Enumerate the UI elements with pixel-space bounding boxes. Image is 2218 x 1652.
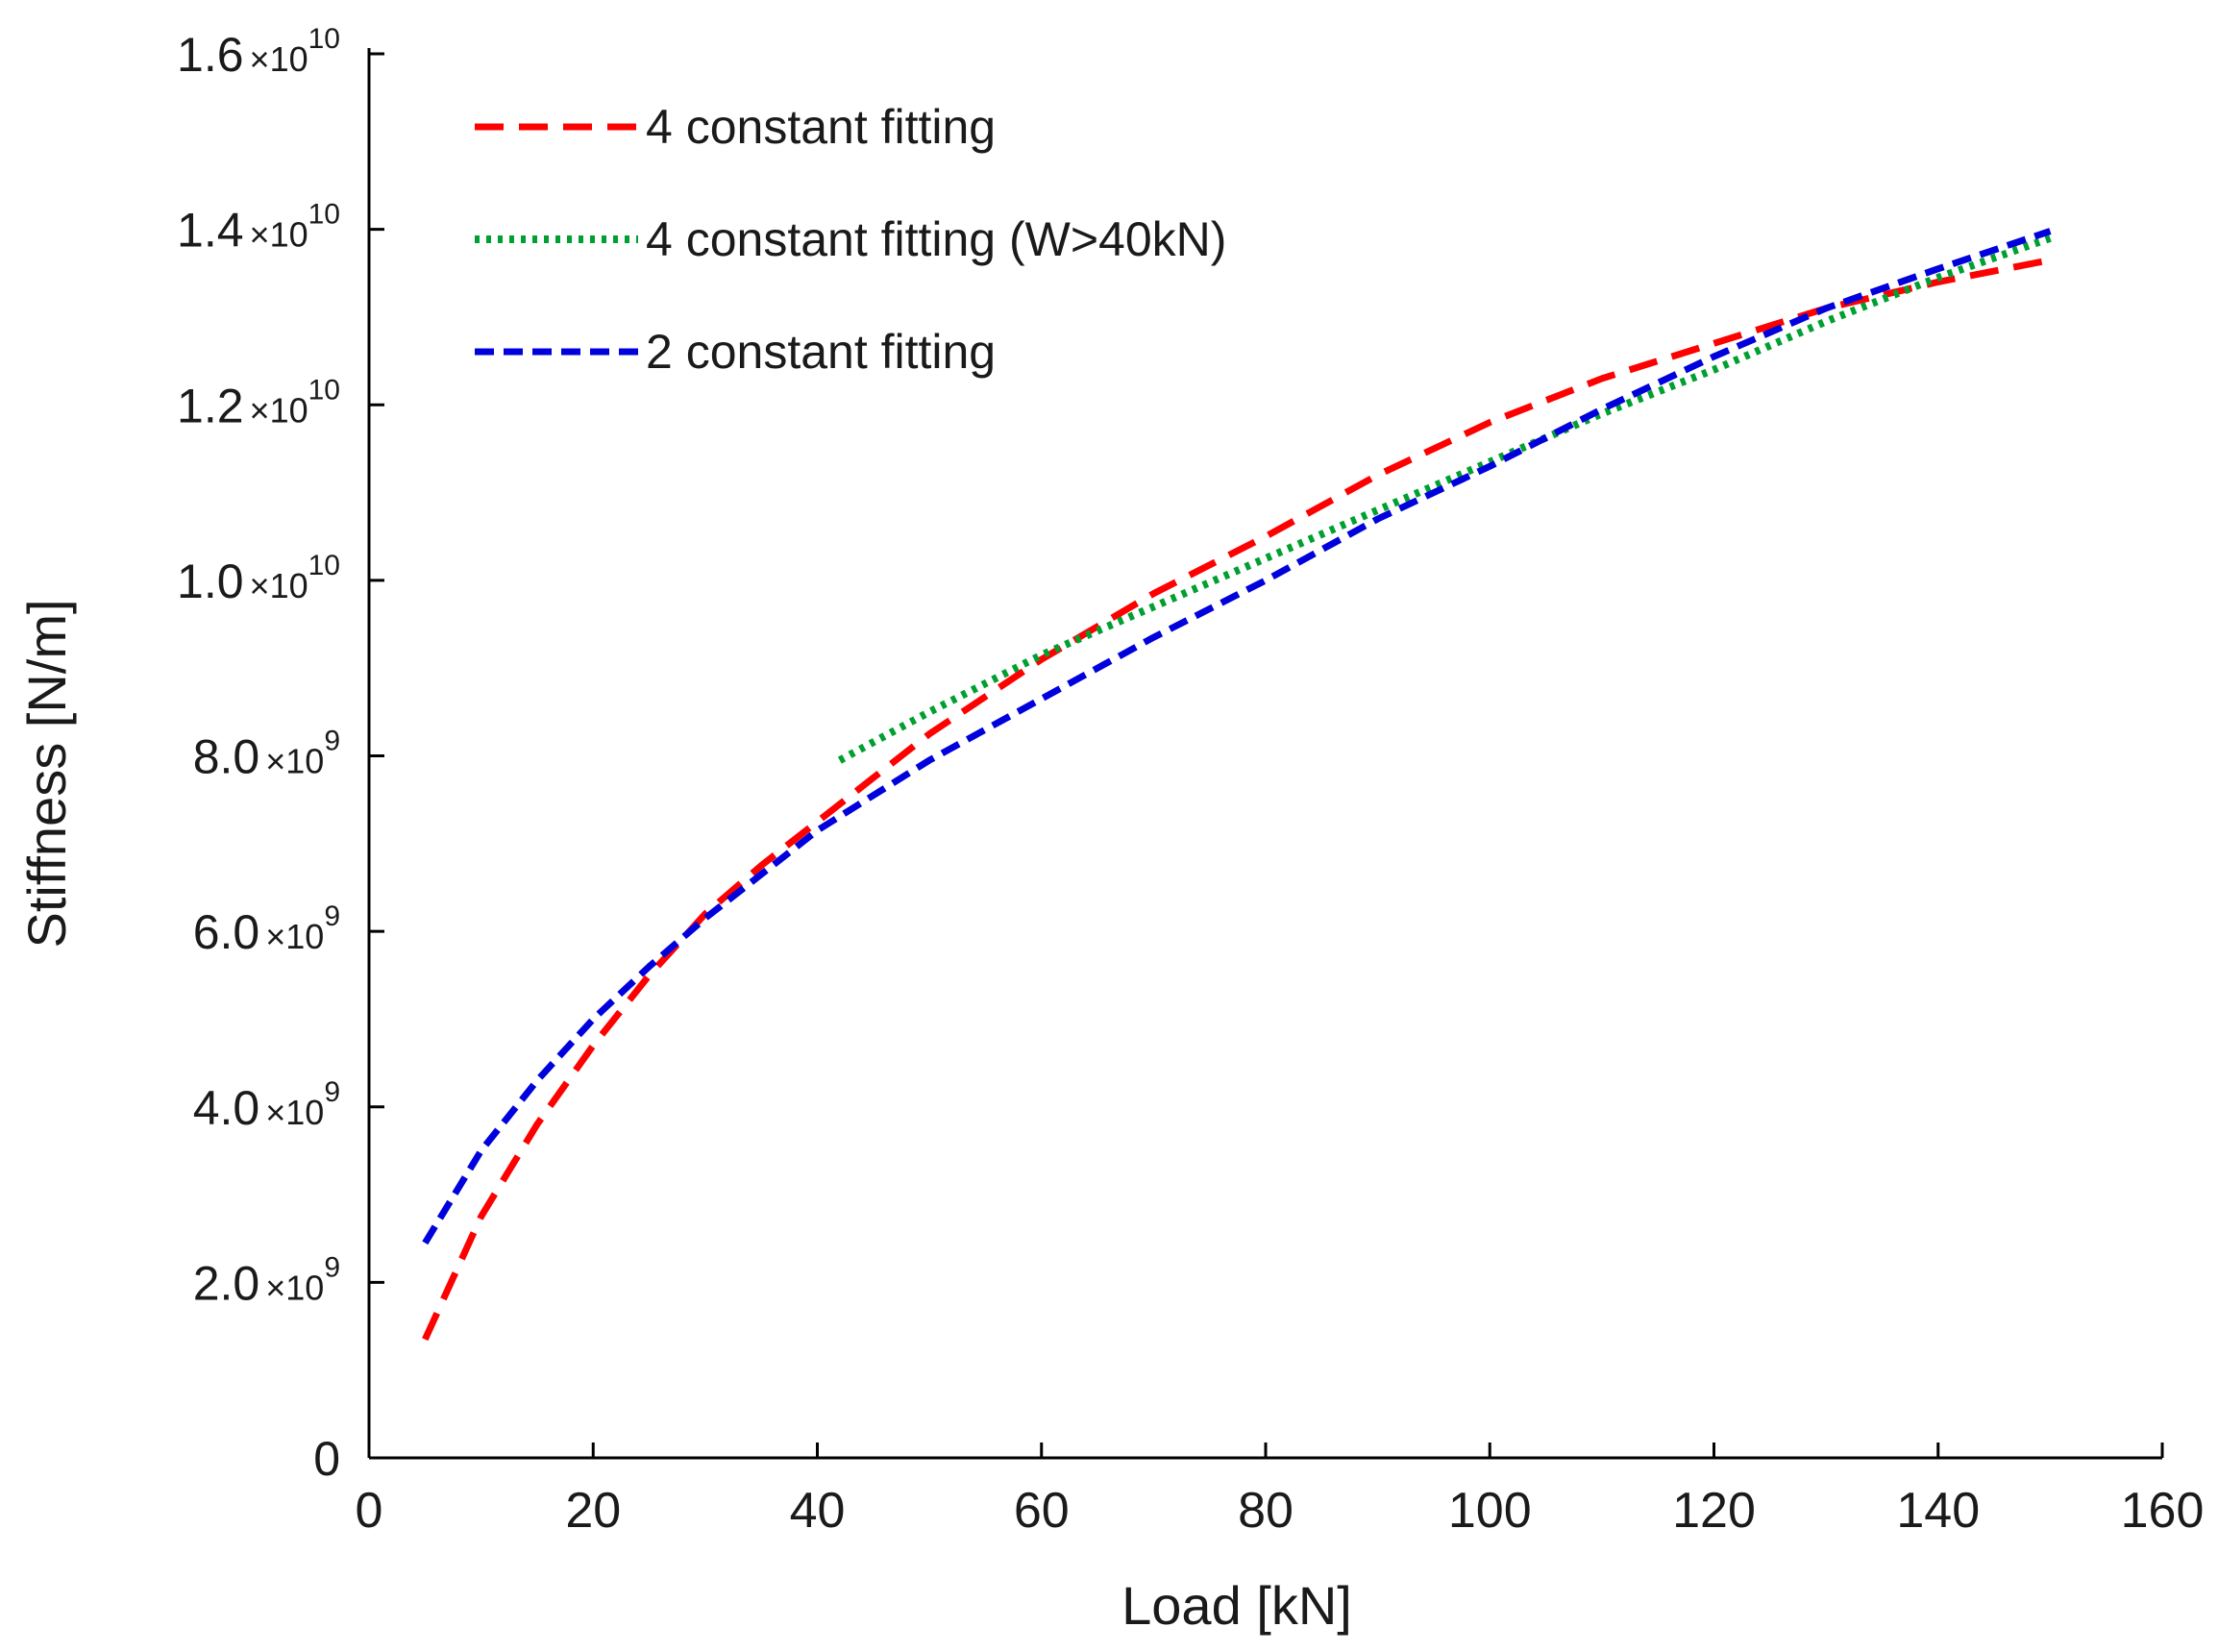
x-tick-label: 40 [790,1483,846,1539]
y-tick-label: 1.2 ×1010 [177,374,340,432]
y-tick-label: 0 [313,1432,340,1486]
x-tick-label: 160 [2121,1483,2205,1539]
x-tick-label: 80 [1238,1483,1294,1539]
axes [367,48,2162,1460]
y-tick-label: 8.0 ×109 [193,726,340,784]
y-tick-label: 1.6 ×1010 [177,23,340,82]
legend: 4 constant fitting 4 constant fitting (W>… [475,100,1226,379]
x-tick-label: 60 [1014,1483,1070,1539]
series-line-4-constant-fitting [422,257,2052,1342]
x-tick-label: 140 [1896,1483,1980,1539]
x-axis-label: Load [kN] [1121,1575,1352,1636]
legend-label-2-constant-fitting: 2 constant fitting [646,325,996,379]
y-tick-label: 1.0 ×1010 [177,550,340,608]
y-tick-label: 2.0 ×109 [193,1251,340,1310]
series-line-4-constant-fitting-w-40kn [837,234,2052,764]
y-tick-label: 6.0 ×109 [193,900,340,959]
legend-label-4-constant-fitting-w-40kn: 4 constant fitting (W>40kN) [646,212,1226,266]
x-tick-label: 100 [1448,1483,1532,1539]
y-tick-label: 4.0 ×109 [193,1076,340,1135]
series-lines [422,228,2052,1342]
y-axis-label: Stiffness [N/m] [16,599,77,948]
x-axis-ticks: 0 20 40 60 80 100 120 140 160 [356,1442,2205,1539]
series-line-2-constant-fitting [422,228,2052,1245]
y-axis-ticks: 0 2.0 ×109 4.0 ×109 6.0 ×109 8.0 ×109 1.0 ×1010 1.2… [177,23,384,1486]
legend-label-4-constant-fitting: 4 constant fitting [646,100,996,154]
x-tick-label: 120 [1672,1483,1756,1539]
x-tick-label: 20 [565,1483,621,1539]
x-tick-label: 0 [356,1483,383,1539]
y-tick-label: 1.4 ×1010 [177,199,340,258]
